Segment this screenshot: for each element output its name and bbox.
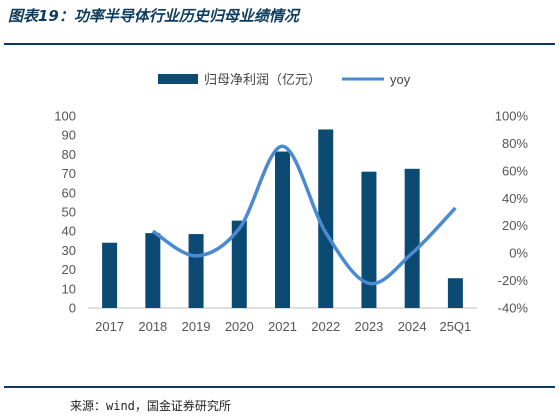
left-axis: 0 10 20 30 40 50 60 70 80 90 100 bbox=[54, 109, 76, 316]
bar bbox=[188, 234, 204, 308]
yoy-line bbox=[151, 144, 457, 286]
x-tick-label: 2021 bbox=[268, 319, 297, 334]
right-tick-label: -20% bbox=[498, 273, 529, 288]
source-note: 来源：wind，国金证券研究所 bbox=[70, 399, 231, 413]
bar bbox=[404, 168, 420, 308]
left-tick-label: 20 bbox=[62, 262, 76, 277]
left-tick-label: 10 bbox=[62, 281, 76, 296]
left-tick-label: 50 bbox=[62, 205, 76, 220]
top-divider bbox=[4, 43, 555, 45]
x-tick-label: 2020 bbox=[225, 319, 254, 334]
left-tick-label: 0 bbox=[69, 301, 76, 316]
left-tick-label: 60 bbox=[62, 185, 76, 200]
x-tick-label: 2022 bbox=[311, 319, 340, 334]
left-tick-label: 70 bbox=[62, 166, 76, 181]
right-tick-label: -40% bbox=[498, 301, 529, 316]
right-tick-label: 40% bbox=[502, 191, 528, 206]
bar bbox=[275, 151, 290, 308]
x-tick-label: 2017 bbox=[95, 319, 124, 334]
x-tick-label: 2018 bbox=[138, 319, 167, 334]
bar bbox=[102, 242, 118, 308]
bottom-divider bbox=[4, 386, 555, 388]
legend-bar-swatch bbox=[158, 74, 198, 84]
right-tick-label: 80% bbox=[502, 136, 528, 151]
legend: 归母净利润（亿元） yoy bbox=[158, 72, 411, 87]
right-tick-label: 60% bbox=[502, 163, 528, 178]
legend-line-label: yoy bbox=[390, 72, 411, 87]
x-axis: 2017 2018 2019 2020 2021 2022 2023 2024 25Q1 bbox=[95, 319, 471, 334]
left-tick-label: 90 bbox=[62, 128, 76, 143]
left-tick-label: 30 bbox=[62, 243, 76, 258]
left-tick-label: 80 bbox=[62, 147, 76, 162]
bar bbox=[231, 220, 247, 308]
x-tick-label: 2019 bbox=[182, 319, 211, 334]
x-tick-label: 2023 bbox=[354, 319, 383, 334]
left-tick-label: 100 bbox=[54, 109, 76, 124]
right-tick-label: 0% bbox=[509, 246, 528, 261]
bar bbox=[447, 278, 463, 308]
bar bbox=[361, 171, 377, 308]
bar bbox=[318, 129, 334, 308]
right-tick-label: 100% bbox=[495, 109, 529, 124]
figure-title: 图表19：功率半导体行业历史归母业绩情况 bbox=[8, 7, 299, 25]
left-tick-label: 40 bbox=[62, 224, 76, 239]
x-tick-label: 2024 bbox=[398, 319, 427, 334]
legend-bar-label: 归母净利润（亿元） bbox=[204, 72, 321, 87]
bar-series bbox=[102, 129, 463, 308]
x-tick-label: 25Q1 bbox=[439, 319, 471, 334]
right-tick-label: 20% bbox=[502, 218, 528, 233]
right-axis: -40% -20% 0% 20% 40% 60% 80% 100% bbox=[495, 109, 529, 316]
bar bbox=[145, 233, 161, 308]
